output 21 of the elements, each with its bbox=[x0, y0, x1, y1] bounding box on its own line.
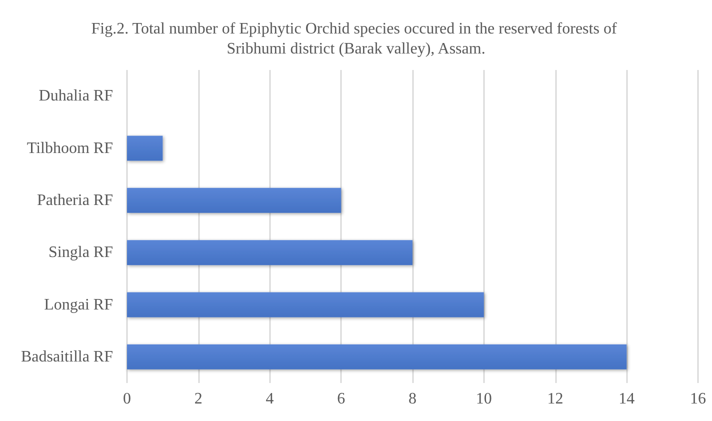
x-tick-label: 12 bbox=[547, 390, 564, 408]
x-tick-label: 6 bbox=[337, 390, 346, 408]
x-tick-label: 14 bbox=[618, 390, 635, 408]
bar bbox=[127, 240, 412, 266]
y-tick-label: Badsaitilla RF bbox=[21, 348, 114, 366]
y-tick-label: Tilbhoom RF bbox=[26, 140, 114, 157]
bar bbox=[127, 344, 627, 370]
y-tick-label: Longai RF bbox=[44, 296, 114, 314]
bar bbox=[127, 188, 342, 213]
x-tick-label: 8 bbox=[408, 390, 416, 408]
x-tick-label: 16 bbox=[690, 390, 706, 408]
y-tick-label: Singla RF bbox=[48, 244, 114, 262]
bar bbox=[127, 136, 163, 161]
x-tick-label: 2 bbox=[194, 390, 202, 408]
x-tick-label: 10 bbox=[476, 390, 492, 408]
x-tick-label: 0 bbox=[123, 390, 131, 408]
y-tick-label: Duhalia RF bbox=[38, 88, 114, 105]
bar bbox=[127, 292, 484, 318]
chart-title: Fig.2. Total number of Epiphytic Orchid species occured in the reserved forests of Sribhumi district (Barak valley), Assam. bbox=[91, 20, 621, 58]
y-tick-label: Patheria RF bbox=[37, 192, 114, 209]
x-tick-label: 4 bbox=[266, 390, 274, 408]
